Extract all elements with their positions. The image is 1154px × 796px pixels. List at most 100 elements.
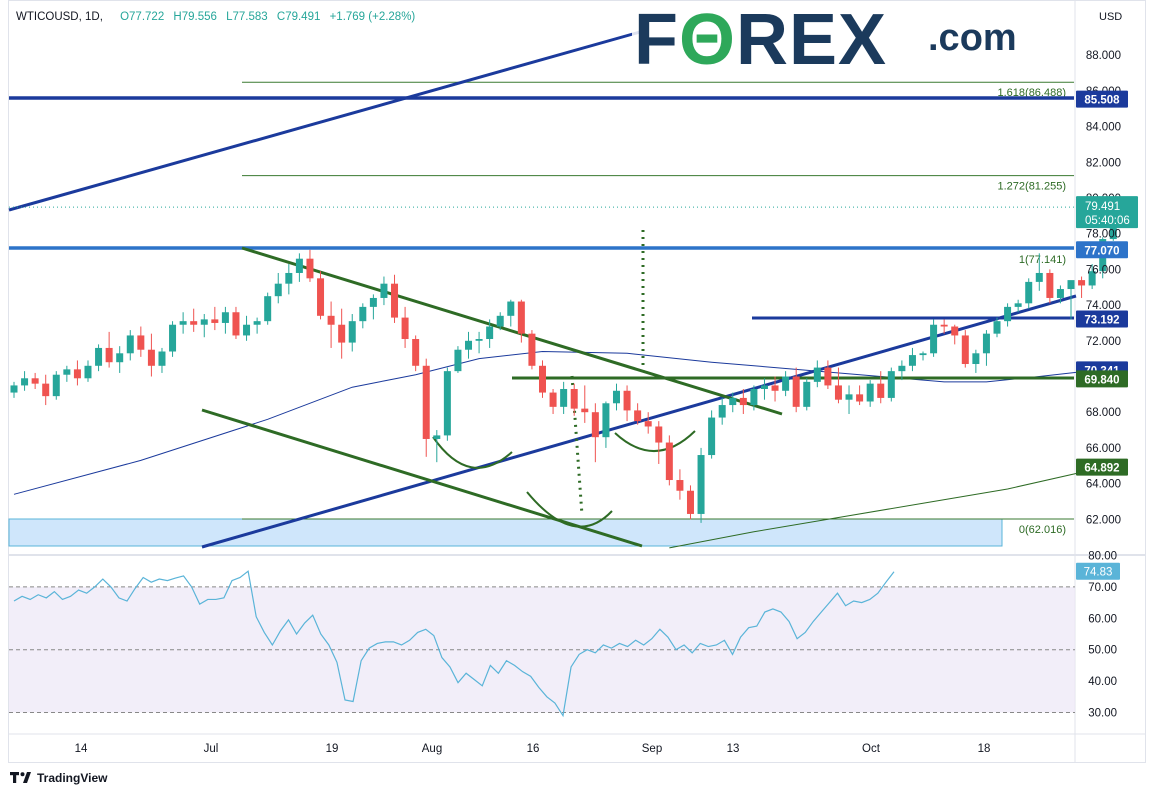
- candle-body: [317, 278, 325, 316]
- candle: [951, 324, 959, 345]
- candle: [782, 371, 790, 397]
- candle: [274, 272, 282, 304]
- candle: [158, 347, 166, 373]
- candle: [972, 349, 980, 373]
- candle: [190, 308, 198, 332]
- candle-body: [369, 297, 377, 307]
- logo-letters: REX: [736, 0, 887, 80]
- rsi-tick-label: 50.00: [1088, 645, 1117, 657]
- candle-body: [739, 397, 747, 406]
- candle: [1014, 299, 1022, 313]
- candle: [317, 271, 325, 320]
- fib-level-label: 1(77.141): [1019, 254, 1066, 266]
- fib-level-label: 0(62.016): [1019, 524, 1066, 536]
- tradingview-brand: TradingView: [37, 771, 108, 785]
- logo-wordmark: FΘREX: [634, 0, 887, 80]
- support-zone: [8, 518, 1003, 547]
- candle-body: [1004, 306, 1012, 322]
- symbol-label: WTICOUSD, 1D,: [16, 11, 103, 23]
- time-tick-label: 14: [75, 743, 88, 755]
- candle-body: [697, 455, 705, 514]
- candle-body: [845, 394, 853, 400]
- candle-body: [243, 324, 251, 336]
- candle: [1056, 285, 1064, 304]
- candle-body: [190, 321, 198, 325]
- candle: [982, 330, 990, 366]
- candle-body: [31, 378, 39, 384]
- candle: [295, 253, 303, 282]
- candle: [253, 317, 261, 334]
- candle: [1078, 276, 1086, 298]
- candle: [856, 385, 864, 406]
- price-badge: [1076, 310, 1128, 328]
- candle-body: [591, 412, 599, 438]
- candle-body: [507, 301, 515, 316]
- candle: [602, 401, 610, 448]
- candle: [1067, 280, 1075, 320]
- logo-letters: F: [634, 0, 679, 80]
- candle-body: [549, 392, 557, 407]
- candle-body: [570, 388, 578, 409]
- candle-body: [200, 319, 208, 325]
- candle-body: [211, 319, 219, 323]
- candle: [380, 276, 388, 306]
- candle-body: [73, 369, 81, 379]
- price-tick-label: 78.000: [1086, 229, 1121, 241]
- candle-body: [1035, 272, 1043, 282]
- footer[interactable]: TradingView: [10, 771, 107, 785]
- price-badge-label: 85.508: [1084, 95, 1120, 107]
- forex-logo: FΘREX .com: [632, 0, 1042, 80]
- candle: [496, 312, 504, 331]
- rsi-tick-label: 30.00: [1088, 708, 1117, 720]
- candle-body: [612, 390, 620, 404]
- candle-body: [655, 426, 663, 443]
- candle: [21, 371, 29, 391]
- candle: [792, 367, 800, 413]
- candle: [31, 372, 39, 389]
- upper-trendline: [8, 30, 641, 212]
- candle-body: [359, 306, 367, 322]
- candle: [348, 314, 356, 352]
- candle-body: [412, 339, 420, 366]
- candle-body: [1078, 280, 1086, 286]
- candle-body: [623, 390, 631, 411]
- time-tick-label: Sep: [642, 743, 662, 755]
- candle-body: [834, 385, 842, 400]
- price-badge-label: 69.840: [1084, 374, 1119, 386]
- candle-body: [760, 385, 768, 389]
- candle: [105, 331, 113, 368]
- candle-body: [982, 333, 990, 354]
- candle-body: [708, 417, 716, 456]
- candle-body: [137, 335, 145, 350]
- candle: [52, 371, 60, 400]
- channel-lower-line: [201, 408, 643, 548]
- candle: [412, 335, 420, 372]
- candle: [845, 385, 853, 414]
- fib-level-label: 1.272(81.255): [998, 181, 1067, 193]
- ma200-line: [669, 467, 1103, 549]
- candle-body: [528, 333, 536, 366]
- candle-body: [380, 283, 388, 298]
- pattern-arc: [526, 491, 613, 528]
- candle: [644, 412, 652, 434]
- candle-body: [1067, 280, 1075, 290]
- candle-body: [169, 324, 177, 352]
- candle: [327, 301, 335, 348]
- logo-suffix: .com: [928, 17, 1017, 59]
- candle: [919, 351, 927, 361]
- candle-body: [718, 405, 726, 418]
- time-tick-label: 19: [326, 743, 339, 755]
- time-tick-label: 13: [727, 743, 740, 755]
- candle: [676, 469, 684, 500]
- candle-body: [792, 376, 800, 407]
- rsi-line: [13, 570, 895, 718]
- candle: [834, 367, 842, 404]
- candle-body: [803, 381, 811, 407]
- ma50-line: [13, 351, 1103, 495]
- candle: [1025, 278, 1033, 309]
- fib-level-label: 1.618(86.488): [998, 87, 1067, 99]
- candle: [211, 306, 219, 331]
- candle-body: [634, 410, 642, 422]
- candle-body: [750, 388, 758, 406]
